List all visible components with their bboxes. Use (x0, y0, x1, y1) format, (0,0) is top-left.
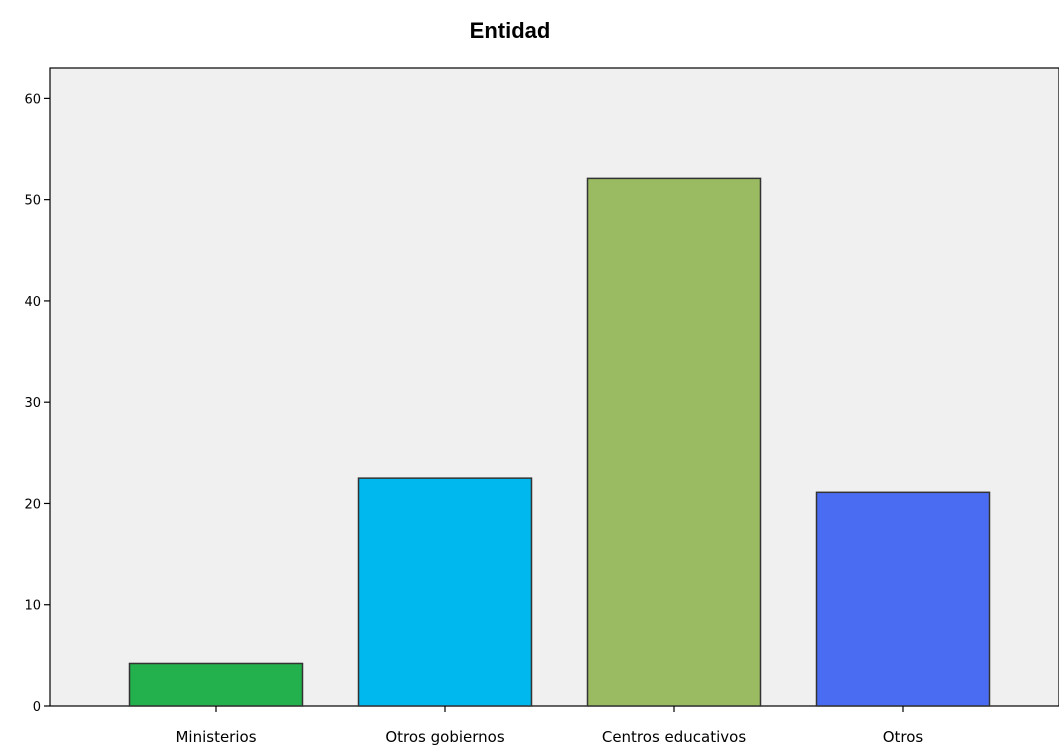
x-tick-label: Ministerios (175, 728, 256, 746)
y-tick-label: 40 (24, 295, 41, 310)
chart-title: Entidad (470, 18, 551, 43)
bar-ministerios (128, 662, 304, 707)
y-tick-label: 60 (24, 92, 41, 107)
x-tick-label: Centros educativos (602, 728, 746, 746)
y-tick-label: 50 (24, 194, 41, 209)
y-axis: 0 10 20 30 40 50 60 (24, 92, 50, 715)
x-axis: Ministerios Otros gobiernos Centros educat… (175, 706, 923, 746)
bars-group (128, 177, 991, 707)
x-tick-label: Otros (883, 728, 924, 746)
bar-otros-gobiernos (357, 477, 533, 707)
y-tick-label: 20 (24, 497, 41, 512)
bar-otros (815, 491, 991, 707)
y-tick-label: 30 (24, 396, 41, 411)
y-tick-label: 10 (24, 599, 41, 614)
x-tick-label: Otros gobiernos (385, 728, 504, 746)
y-tick-label: 0 (33, 700, 41, 715)
bar-centros-educativos (586, 177, 762, 707)
